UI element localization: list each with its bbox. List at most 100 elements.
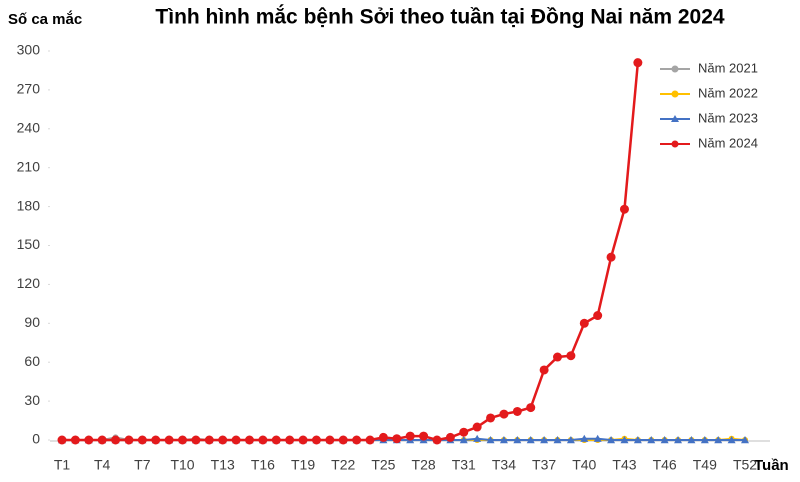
point	[741, 436, 749, 444]
point	[633, 58, 643, 68]
y-tick-label: 270	[17, 81, 41, 97]
y-tick-label: 0	[32, 431, 40, 447]
point	[566, 436, 575, 444]
x-tick-label: T40	[572, 457, 596, 473]
point	[619, 204, 629, 214]
point	[660, 436, 669, 444]
point	[499, 436, 508, 444]
point	[499, 409, 509, 419]
y-tick-label: 30	[24, 392, 40, 408]
point	[419, 431, 429, 441]
point	[687, 436, 696, 444]
point	[432, 435, 442, 445]
point	[700, 436, 709, 444]
point	[311, 435, 321, 445]
point	[231, 435, 241, 445]
point	[164, 435, 174, 445]
point	[352, 435, 362, 445]
point	[540, 436, 549, 444]
point	[124, 435, 134, 445]
x-axis-title: Tuần	[754, 457, 789, 474]
point	[553, 352, 563, 362]
point	[338, 435, 348, 445]
point	[204, 435, 214, 445]
y-tick-label: 300	[17, 42, 41, 58]
point	[405, 431, 415, 441]
point	[285, 435, 295, 445]
chart-title: Tình hình mắc bệnh Sởi theo tuần tại Đồn…	[155, 5, 724, 29]
point	[539, 365, 549, 375]
point	[526, 436, 535, 444]
y-tick-label: 120	[17, 275, 41, 291]
x-tick-label: T46	[653, 457, 677, 473]
legend-label: Năm 2024	[698, 135, 758, 150]
point	[579, 318, 589, 328]
legend-marker	[671, 115, 679, 122]
legend-label: Năm 2022	[698, 85, 758, 100]
x-tick-label: T10	[170, 457, 194, 473]
point	[459, 436, 468, 444]
series-line	[62, 62, 640, 442]
point	[714, 436, 723, 444]
y-tick-label: 240	[17, 120, 41, 136]
point	[151, 435, 161, 445]
x-tick-label: T34	[492, 457, 516, 473]
point	[191, 435, 201, 445]
legend: Năm 2021 Năm 2022 Năm 2023 Năm 2024	[660, 60, 758, 150]
legend-label: Năm 2021	[698, 60, 758, 75]
y-tick-label: 150	[17, 236, 41, 252]
point	[526, 403, 536, 413]
x-tick-label: T13	[211, 457, 235, 473]
point	[325, 435, 335, 445]
point	[606, 252, 616, 262]
point	[97, 435, 107, 445]
point	[365, 435, 375, 445]
x-tick-label: T43	[612, 457, 636, 473]
point	[178, 435, 188, 445]
legend-marker	[671, 140, 679, 148]
point	[607, 436, 616, 444]
legend-marker	[671, 90, 679, 98]
point	[553, 436, 562, 444]
x-tick-label: T31	[452, 457, 476, 473]
point	[472, 422, 482, 432]
x-tick-label: T25	[371, 457, 395, 473]
point	[271, 435, 281, 445]
x-tick-label: T28	[412, 457, 436, 473]
y-axis-title: Số ca mắc	[8, 10, 82, 28]
point	[218, 435, 228, 445]
point	[566, 351, 576, 361]
point	[593, 434, 602, 442]
x-tick-label: T16	[251, 457, 275, 473]
x-tick-label: T52	[733, 457, 757, 473]
x-tick-label: T4	[94, 457, 111, 473]
point	[473, 434, 482, 442]
legend-label: Năm 2023	[698, 110, 758, 125]
point	[512, 406, 522, 416]
y-tick-label: 180	[17, 197, 41, 213]
point	[727, 436, 736, 444]
point	[486, 436, 495, 444]
x-tick-label: T49	[693, 457, 717, 473]
point	[111, 435, 121, 445]
x-tick-label: T37	[532, 457, 556, 473]
point	[580, 434, 589, 442]
y-tick-label: 90	[24, 314, 40, 330]
point	[647, 436, 656, 444]
point	[298, 435, 308, 445]
point	[70, 435, 80, 445]
point	[258, 435, 268, 445]
point	[378, 432, 388, 442]
point	[57, 435, 67, 445]
point	[244, 435, 254, 445]
point	[633, 436, 642, 444]
point	[445, 432, 455, 442]
x-tick-label: T22	[331, 457, 355, 473]
point	[486, 413, 496, 423]
y-tick-label: 210	[17, 158, 41, 174]
point	[593, 311, 603, 321]
point	[513, 436, 522, 444]
x-tick-label: T1	[54, 457, 71, 473]
point	[674, 436, 683, 444]
